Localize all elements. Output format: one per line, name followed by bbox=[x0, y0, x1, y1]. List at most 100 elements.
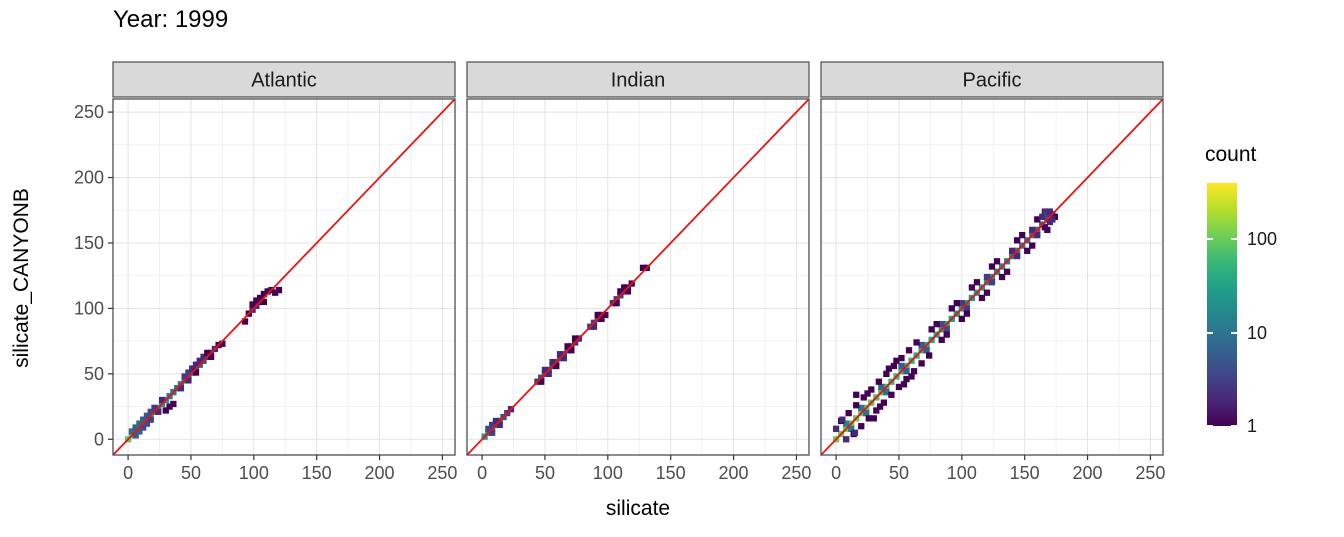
count-bin bbox=[958, 315, 965, 323]
count-bin bbox=[928, 326, 935, 333]
count-bin bbox=[988, 263, 996, 270]
count-bin bbox=[1029, 226, 1036, 234]
count-bin bbox=[155, 408, 162, 415]
count-bin bbox=[1014, 237, 1021, 244]
count-bin bbox=[192, 369, 200, 376]
x-tick-label: 150 bbox=[1010, 463, 1040, 483]
count-bin bbox=[158, 396, 166, 404]
count-bin bbox=[868, 386, 875, 393]
count-bin bbox=[590, 323, 598, 330]
count-bin bbox=[845, 409, 852, 417]
y-tick-label: 200 bbox=[74, 168, 104, 188]
count-bin bbox=[1008, 247, 1016, 254]
count-bin bbox=[953, 300, 960, 307]
count-bin bbox=[571, 335, 579, 342]
legend-tick-label: 1 bbox=[1247, 416, 1258, 436]
count-bin bbox=[988, 279, 996, 286]
count-bin bbox=[489, 429, 496, 436]
count-bin bbox=[1039, 213, 1046, 220]
facet-strip-label: Indian bbox=[611, 70, 666, 92]
count-bin bbox=[910, 368, 918, 375]
count-bin bbox=[549, 358, 556, 366]
count-bin bbox=[568, 347, 575, 354]
count-bin bbox=[256, 294, 264, 302]
count-bin bbox=[843, 420, 850, 427]
count-bin bbox=[876, 403, 884, 410]
count-bin bbox=[863, 409, 870, 417]
identity-line bbox=[467, 99, 809, 455]
facet-strip-label: Pacific bbox=[963, 70, 1022, 92]
count-bin bbox=[166, 403, 173, 410]
x-tick-label: 0 bbox=[477, 463, 487, 483]
x-tick-label: 100 bbox=[947, 463, 977, 483]
y-tick-label: 0 bbox=[94, 429, 104, 449]
count-bin bbox=[905, 347, 913, 354]
count-bin bbox=[1049, 216, 1056, 223]
legend-tick-mark bbox=[1207, 238, 1213, 241]
x-tick-label: 50 bbox=[889, 463, 909, 483]
count-bin bbox=[898, 362, 905, 370]
count-bin bbox=[132, 424, 139, 431]
count-bin bbox=[851, 429, 859, 436]
count-bin bbox=[598, 315, 605, 323]
y-tick-label: 250 bbox=[74, 102, 104, 122]
count-bin bbox=[564, 343, 571, 350]
count-bin bbox=[162, 407, 169, 414]
count-bin bbox=[249, 301, 256, 308]
count-bin bbox=[885, 365, 893, 372]
count-bin bbox=[196, 357, 203, 364]
count-bin bbox=[839, 416, 846, 423]
count-bin bbox=[860, 394, 867, 401]
count-bin bbox=[963, 310, 970, 317]
count-bin bbox=[260, 290, 268, 298]
x-tick-label: 0 bbox=[831, 463, 841, 483]
x-tick-label: 100 bbox=[593, 463, 623, 483]
count-bin bbox=[253, 297, 260, 304]
count-bin bbox=[264, 288, 271, 295]
count-bin bbox=[260, 298, 268, 306]
count-bin bbox=[993, 258, 1001, 265]
count-bin bbox=[858, 404, 865, 412]
count-bin bbox=[893, 357, 900, 364]
count-bin bbox=[1034, 231, 1041, 239]
x-tick-label: 100 bbox=[239, 463, 269, 483]
count-bin bbox=[888, 391, 895, 398]
count-bin bbox=[556, 351, 564, 358]
plot-title: Year: 1999 bbox=[113, 6, 229, 33]
count-bin bbox=[594, 311, 601, 319]
count-bin bbox=[538, 378, 545, 385]
count-bin bbox=[903, 368, 910, 375]
count-bin bbox=[1029, 242, 1036, 249]
x-tick-label: 250 bbox=[1135, 463, 1165, 483]
count-bin bbox=[890, 362, 898, 370]
count-bin bbox=[832, 425, 840, 432]
count-bin bbox=[204, 349, 211, 357]
y-tick-label: 150 bbox=[74, 233, 104, 253]
count-bin bbox=[219, 340, 226, 347]
x-tick-label: 150 bbox=[302, 463, 332, 483]
x-tick-label: 50 bbox=[181, 463, 201, 483]
count-bin bbox=[865, 415, 872, 422]
count-bin bbox=[189, 365, 196, 372]
count-bin bbox=[895, 383, 903, 391]
legend-tick-mark bbox=[1231, 425, 1237, 427]
count-bin bbox=[998, 273, 1006, 281]
count-bin bbox=[875, 378, 882, 385]
count-bin bbox=[181, 373, 188, 380]
count-bin bbox=[933, 320, 940, 328]
facet-strip-label: Atlantic bbox=[251, 70, 317, 92]
count-bin bbox=[938, 336, 945, 343]
facet-pacific: Pacific 0 50 100 150 200 250 bbox=[820, 61, 1165, 483]
panel-border bbox=[466, 98, 810, 456]
facet-indian: Indian 0 50 100 150 200 250 bbox=[466, 61, 811, 483]
count-bin bbox=[170, 400, 177, 408]
count-bin bbox=[147, 408, 154, 415]
count-bin bbox=[1024, 247, 1031, 254]
count-bin bbox=[925, 352, 933, 359]
count-bin bbox=[873, 407, 880, 414]
count-bin bbox=[963, 305, 970, 312]
count-bin bbox=[913, 339, 920, 346]
count-bin bbox=[192, 361, 200, 368]
count-bin bbox=[848, 425, 855, 432]
